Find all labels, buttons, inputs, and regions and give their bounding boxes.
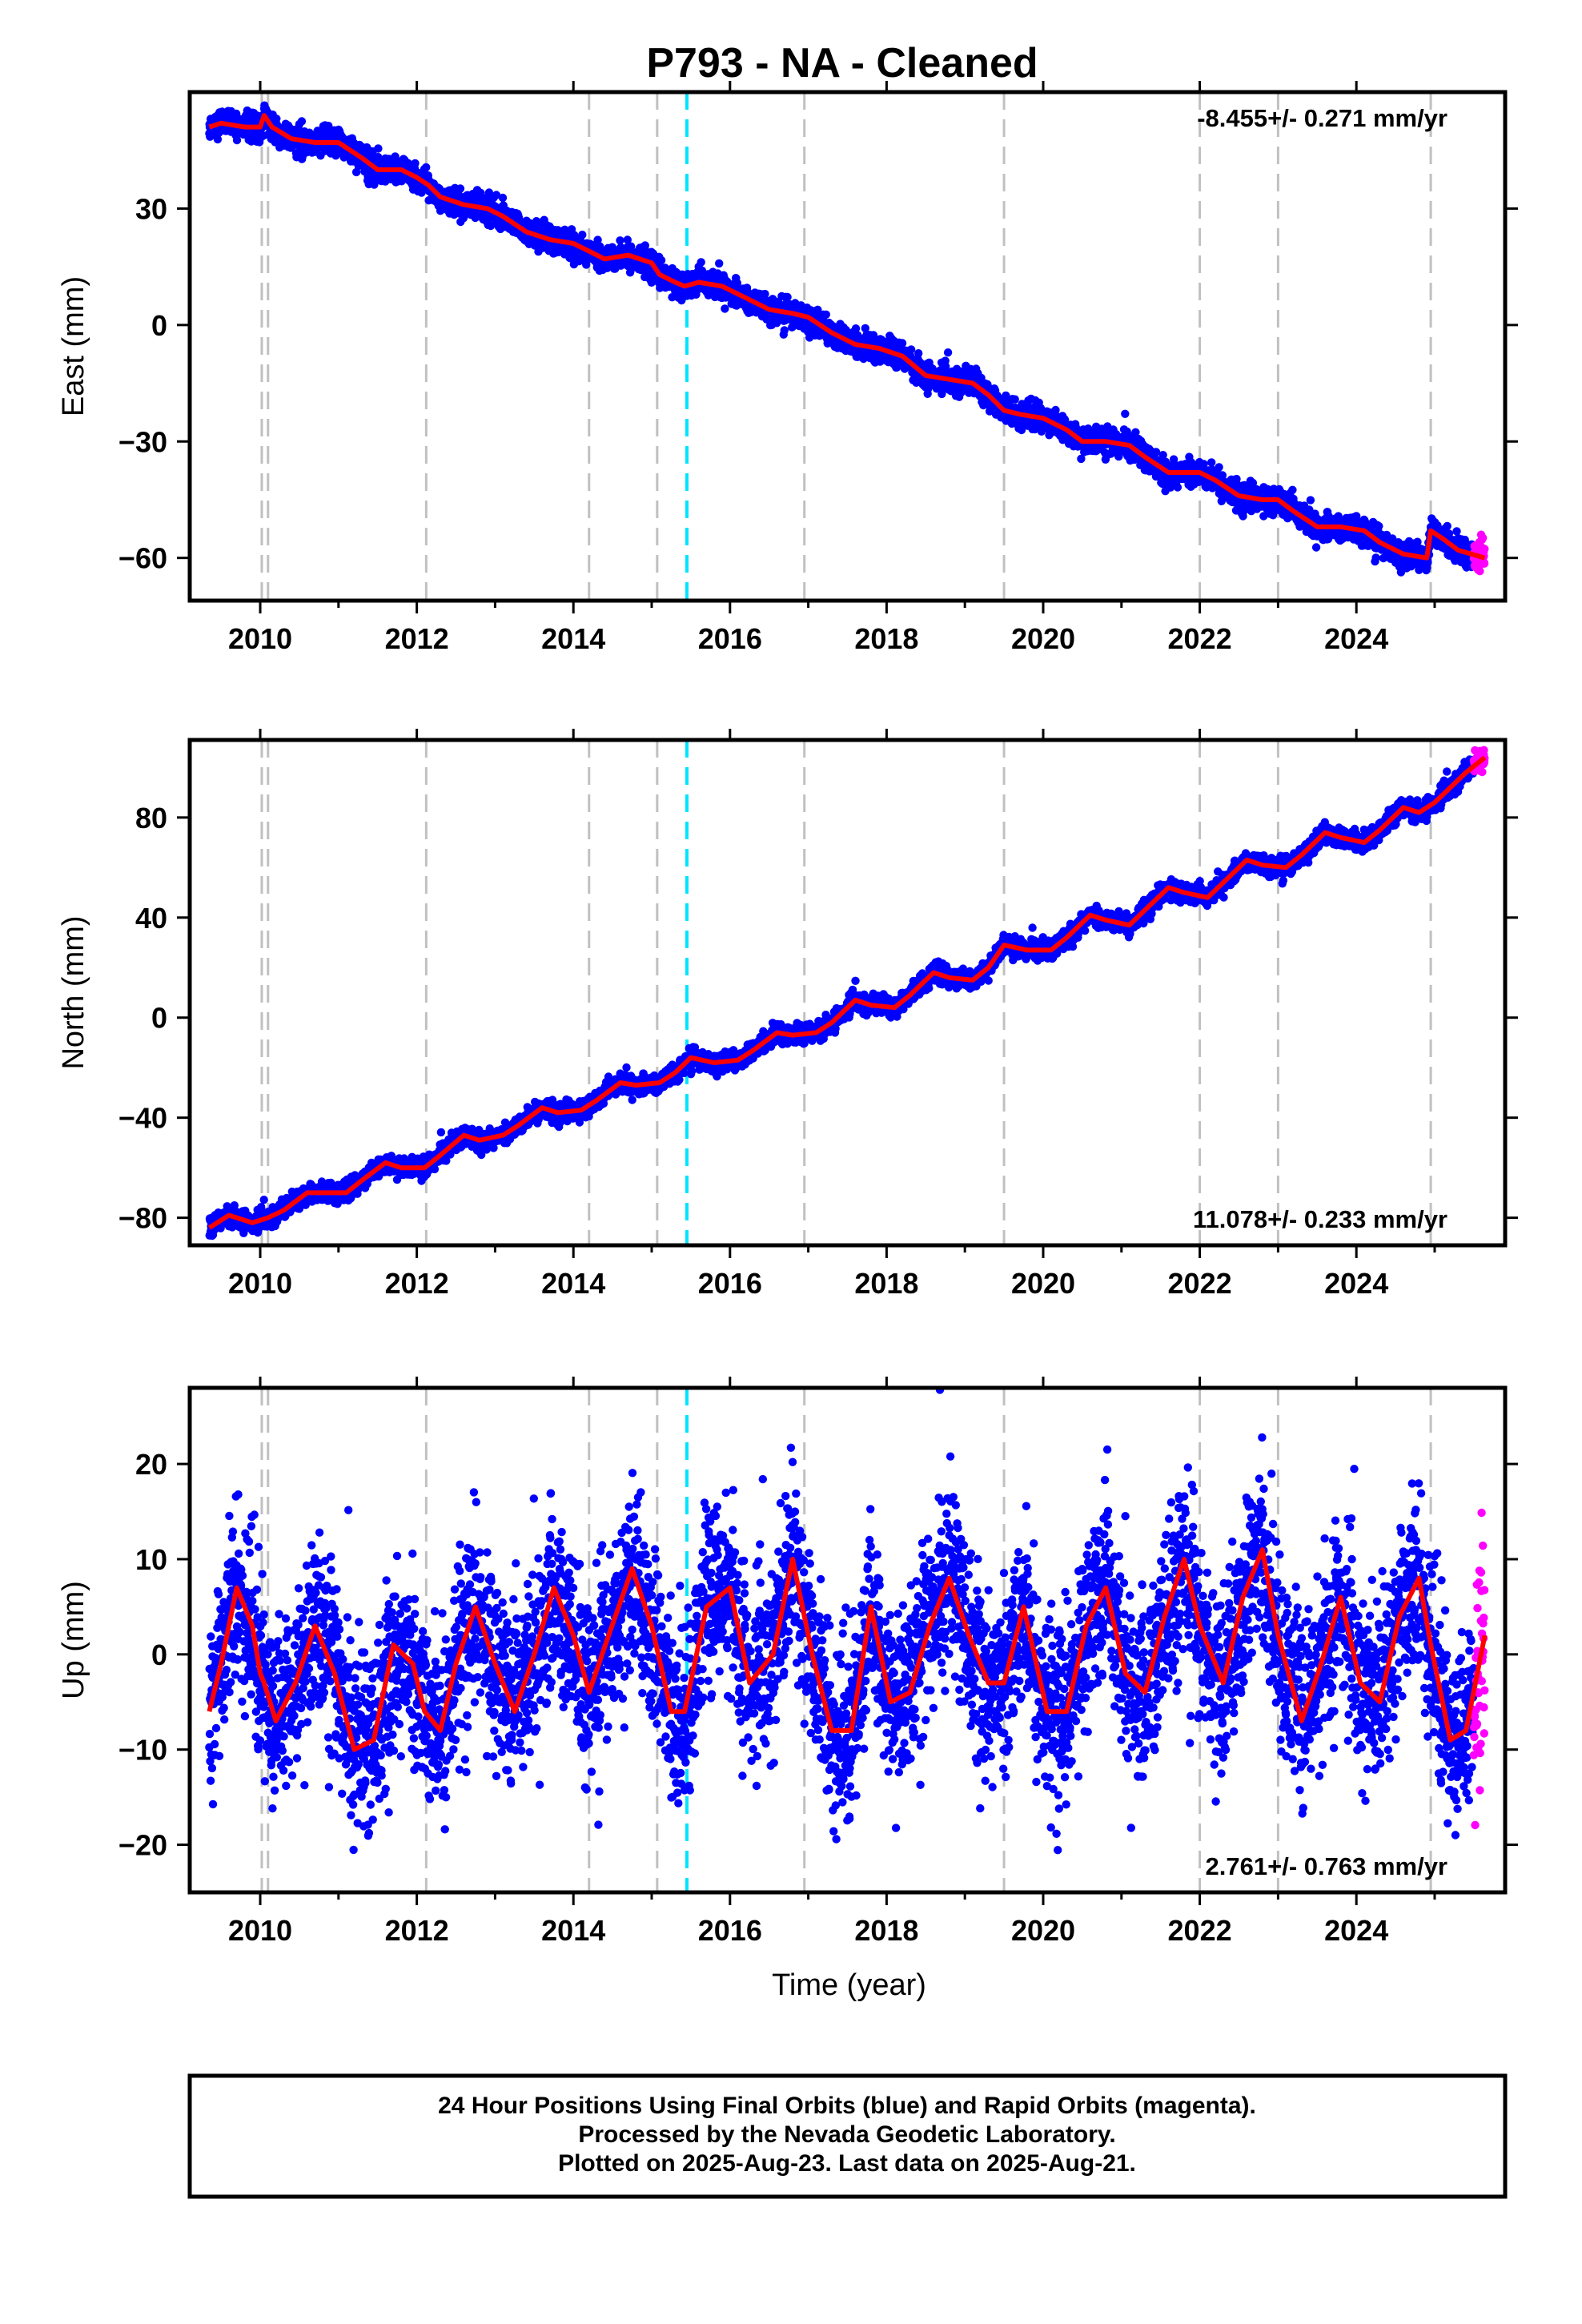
final-orbit-point [715, 259, 724, 268]
panel-east: 2010 2012 2014 2016 2018 2020 2022 2024−60−3003… [57, 81, 1518, 655]
final-orbit-point [761, 289, 769, 299]
final-orbit-point [721, 304, 729, 313]
final-orbit-point [492, 191, 501, 199]
final-orbit-point [906, 345, 916, 354]
final-orbit-point [1306, 496, 1315, 505]
final-orbit-point [213, 135, 223, 144]
final-orbit-point [1207, 458, 1216, 467]
final-orbit-point [623, 235, 632, 244]
final-orbit-point [783, 292, 792, 302]
final-orbit-point [851, 324, 861, 333]
final-orbit-point [297, 117, 307, 126]
final-orbit-point [821, 310, 831, 319]
final-orbit-point [1311, 543, 1321, 552]
east-plot-area [205, 92, 1489, 601]
final-orbit-point [914, 349, 923, 358]
final-orbit-point [780, 326, 789, 335]
final-orbit-point [943, 348, 953, 357]
final-orbit-point [1288, 485, 1297, 494]
final-orbit-point [232, 135, 242, 145]
final-orbit-point [422, 163, 431, 172]
final-orbit-point [1173, 483, 1182, 492]
final-orbit-point [616, 236, 624, 245]
page-title: P793 - NA - Cleaned [646, 40, 1038, 86]
final-orbit-point [593, 235, 602, 244]
final-orbit-point [897, 339, 907, 348]
final-orbit-point [656, 255, 666, 265]
final-orbit-point [1121, 409, 1130, 418]
final-orbit-point [697, 258, 705, 267]
final-orbit-point [498, 193, 508, 203]
final-orbit-point [640, 241, 649, 250]
final-orbit-point [582, 260, 591, 269]
final-orbit-point [374, 144, 383, 153]
final-orbit-point [1010, 395, 1019, 404]
final-orbit-point [456, 184, 465, 193]
final-orbit-point [692, 290, 701, 299]
final-orbit-point [578, 231, 587, 239]
final-orbit-point [1215, 463, 1223, 472]
final-orbit-point [411, 159, 420, 168]
final-orbit-point [1017, 425, 1026, 435]
final-orbit-point [560, 225, 569, 234]
